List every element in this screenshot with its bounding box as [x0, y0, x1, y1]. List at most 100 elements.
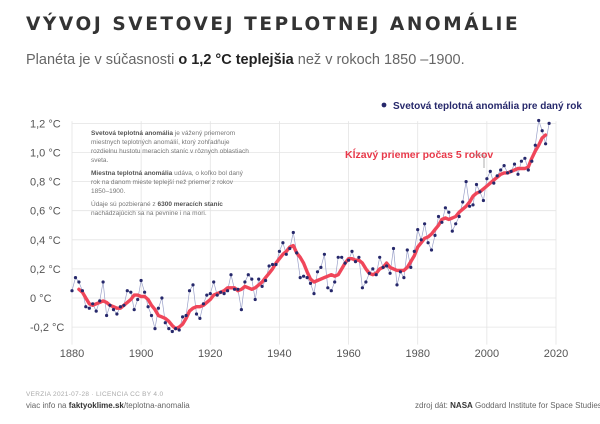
x-axis: 1880 1900 1920 1940 1960 1980 2000 2020 [60, 348, 568, 360]
annual-point [198, 316, 202, 320]
y-tick-label: 0,6 °C [30, 206, 61, 218]
annual-point [212, 280, 216, 284]
annual-point [184, 313, 188, 318]
annual-point [73, 276, 78, 280]
annual-point [364, 280, 368, 284]
annual-point [174, 327, 178, 331]
more-info-prefix: viac info na [26, 401, 67, 410]
annual-point [284, 252, 288, 256]
y-tick-label: -0,2 °C [30, 322, 64, 334]
explanation-note: Svetová teplotná anomália je vážený prie… [91, 129, 251, 222]
annual-point [111, 308, 116, 312]
annual-point [544, 142, 548, 146]
annual-point [378, 255, 382, 259]
annual-point [423, 222, 427, 226]
annual-point [153, 327, 157, 331]
annual-point [391, 246, 396, 251]
annual-point [398, 270, 402, 274]
annual-point [243, 280, 247, 284]
subtitle-pre: Planéta je v súčasnosti [26, 52, 175, 68]
annual-point [395, 283, 399, 287]
page-title: VÝVOJ SVETOVEJ TEPLOTNEJ ANOMÁLIE [26, 14, 521, 35]
annual-point [94, 309, 98, 313]
annual-point [125, 289, 129, 293]
annual-point [540, 129, 544, 133]
annual-point [533, 143, 537, 147]
annual-point [333, 280, 337, 284]
annual-point [523, 156, 527, 160]
annual-point [274, 262, 278, 267]
annual-point [385, 264, 389, 268]
annual-point [201, 302, 205, 306]
annual-point [122, 303, 126, 307]
note-p3-pre: Údaje sú pozbierané z [91, 201, 156, 208]
annual-point [495, 174, 499, 178]
annual-point [347, 258, 351, 262]
annual-point [454, 222, 458, 226]
annual-point [270, 262, 275, 267]
annual-point [485, 177, 489, 181]
annual-point [87, 306, 91, 310]
annual-point [264, 278, 268, 283]
annual-point [170, 329, 174, 334]
y-tick-label: 0,2 °C [30, 264, 61, 276]
moving-average-annotation: Kĺzavý priemer počas 5 rokov [345, 147, 493, 168]
annual-point [350, 249, 354, 253]
more-info-link[interactable]: faktyoklime.sk [68, 401, 124, 410]
more-info-suffix[interactable]: /teplotna-anomalia [123, 401, 190, 410]
annual-point [163, 321, 167, 325]
subtitle-post: než v rokoch 1850 –1900. [297, 52, 465, 68]
annual-point [139, 278, 143, 283]
annual-point [315, 270, 320, 274]
annual-point [471, 203, 475, 207]
annual-point [298, 276, 302, 280]
annual-point [509, 169, 513, 173]
annual-point [336, 255, 340, 259]
annual-point [371, 267, 375, 271]
annual-point [547, 121, 551, 125]
annual-point [343, 261, 347, 265]
annual-point [205, 293, 209, 297]
y-tick-label: 1,2 °C [30, 118, 61, 130]
annual-point [308, 281, 313, 285]
y-tick-label: 1,0 °C [30, 148, 61, 160]
legend: Svetová teplotná anomália pre daný rok [381, 101, 582, 112]
moving-average-line [77, 133, 548, 331]
annual-point [84, 305, 88, 309]
annual-point [105, 313, 109, 318]
annual-point [101, 280, 105, 284]
annual-point [236, 287, 240, 291]
annual-point [457, 214, 461, 219]
annual-point [360, 286, 364, 290]
annual-point [443, 206, 447, 210]
note-p2-bold: Miestna teplotná anomália [91, 170, 173, 177]
x-tick-label: 1940 [267, 348, 291, 360]
annual-point [468, 204, 472, 208]
x-tick-label: 1880 [60, 348, 84, 360]
annual-point [167, 327, 171, 331]
legend-annual-label: Svetová teplotná anomália pre daný rok [393, 101, 582, 112]
annual-point [70, 289, 74, 293]
annual-point [132, 308, 136, 312]
y-tick-label: 0,8 °C [30, 177, 61, 189]
annual-point [239, 308, 243, 312]
annual-point [537, 118, 541, 123]
note-p1-bold: Svetová teplotná anomália [91, 130, 173, 137]
annual-point [433, 233, 437, 237]
annual-point [450, 229, 454, 233]
annual-point [77, 280, 81, 284]
y-tick-label: 0,4 °C [30, 235, 61, 247]
annual-point [429, 248, 434, 252]
moving-average-label: Kĺzavý priemer počas 5 rokov [345, 147, 493, 161]
annual-point [506, 171, 510, 175]
annual-point [388, 271, 392, 275]
source-nasa: NASA [450, 401, 473, 410]
annual-point [530, 159, 534, 163]
annual-point [329, 289, 333, 293]
annual-point [516, 172, 520, 176]
annual-point [291, 230, 295, 235]
annual-point [340, 255, 344, 259]
annual-point [440, 220, 444, 224]
annual-point [277, 249, 281, 253]
